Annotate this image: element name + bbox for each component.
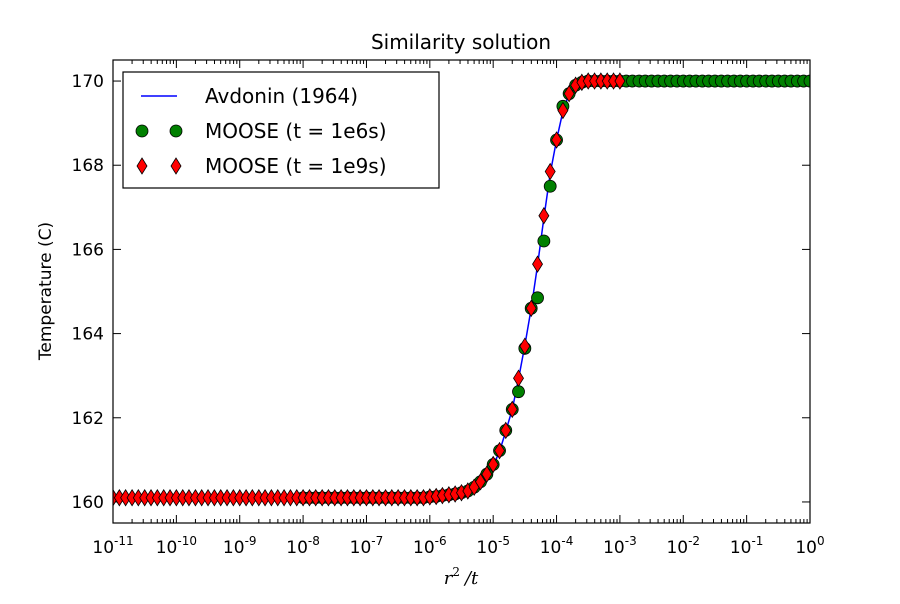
- x-tick-exponent: -2: [688, 534, 700, 548]
- legend-circle-icon: [169, 124, 183, 138]
- x-tick-label: 10-2: [666, 534, 700, 558]
- data-point-moose-1e6: [803, 74, 810, 88]
- plot-area: [113, 72, 810, 507]
- x-tick-exponent: -7: [371, 534, 383, 548]
- x-tick-label: 10-9: [223, 534, 257, 558]
- data-point-moose-1e9: [519, 337, 531, 355]
- x-tick-base: 10: [413, 538, 435, 558]
- y-axis-label: Temperature (C): [36, 222, 56, 361]
- x-tick-label: 10-11: [92, 534, 133, 558]
- data-point-moose-1e9: [532, 255, 543, 273]
- x-tick-base: 10: [156, 538, 178, 558]
- y-tick-label: 162: [72, 409, 104, 429]
- data-point-moose-1e9: [481, 465, 493, 483]
- data-point-moose-1e9: [487, 455, 499, 474]
- data-point-moose-1e6: [512, 385, 525, 399]
- x-tick-exponent: -1: [751, 534, 763, 548]
- data-point-moose-1e9: [551, 131, 563, 149]
- y-tick-label: 160: [72, 493, 104, 513]
- data-point-moose-1e9: [494, 441, 506, 460]
- x-tick-base: 10: [223, 538, 245, 558]
- x-tick-label: 10-4: [540, 534, 574, 558]
- x-tick-exponent: -6: [435, 534, 447, 548]
- legend: Avdonin (1964) MOOSE (t = 1e6s) MOOSE (t…: [122, 71, 440, 189]
- data-point-moose-1e9: [525, 299, 537, 318]
- x-label-sup: 2: [452, 565, 460, 579]
- x-tick-label: 10-3: [603, 534, 637, 558]
- axes-frame: [112, 59, 811, 524]
- legend-circle-icon: [135, 124, 149, 138]
- x-tick-exponent: -4: [561, 534, 573, 548]
- x-tick-label: 100: [795, 534, 824, 558]
- x-tick-exponent: 0: [817, 534, 825, 548]
- x-tick-label: 10-10: [156, 534, 197, 558]
- y-tick-label: 168: [72, 156, 104, 176]
- x-tick-base: 10: [795, 538, 817, 558]
- data-point-moose-1e6: [531, 291, 544, 305]
- x-label-rest: /t: [463, 568, 479, 589]
- y-tick-label: 164: [72, 325, 104, 345]
- x-tick-label: 10-7: [350, 534, 384, 558]
- x-tick-label: 10-5: [476, 534, 510, 558]
- data-point-moose-1e9: [500, 421, 512, 440]
- x-tick-label: 10-1: [730, 534, 764, 558]
- data-point-moose-1e9: [506, 400, 518, 419]
- x-tick-label: 10-8: [286, 534, 320, 558]
- x-label-r: r: [444, 568, 454, 589]
- x-axis-label: r2/t: [444, 565, 479, 589]
- x-tick-base: 10: [92, 538, 114, 558]
- legend-diamond-icon: [170, 157, 182, 175]
- legend-label-avdonin: Avdonin (1964): [205, 84, 358, 108]
- x-tick-base: 10: [730, 538, 752, 558]
- legend-label-moose-1e9: MOOSE (t = 1e9s): [205, 154, 387, 178]
- x-tick-exponent: -8: [308, 534, 320, 548]
- x-tick-base: 10: [476, 538, 498, 558]
- y-tick-label: 166: [72, 240, 104, 260]
- data-point-moose-1e6: [537, 234, 551, 248]
- x-tick-base: 10: [540, 538, 562, 558]
- x-tick-exponent: -3: [625, 534, 637, 548]
- chart-title: Similarity solution: [371, 30, 551, 54]
- data-point-moose-1e9: [475, 472, 486, 491]
- data-point-moose-1e9: [614, 72, 626, 90]
- y-tick-label: 170: [72, 72, 104, 92]
- axis-ticks: 10-11 10-10 10-9 10-8 10-7 10-6 10-5 10-4 10-3 10…: [72, 60, 825, 558]
- x-tick-base: 10: [350, 538, 372, 558]
- data-point-moose-1e9: [557, 101, 569, 120]
- x-tick-exponent: -10: [177, 534, 197, 548]
- x-tick-base: 10: [666, 538, 688, 558]
- x-tick-base: 10: [603, 538, 625, 558]
- legend-diamond-icon: [136, 157, 148, 175]
- data-point-moose-1e9: [513, 369, 524, 387]
- data-point-moose-1e9: [563, 84, 575, 103]
- data-point-moose-1e9: [538, 206, 550, 225]
- x-tick-exponent: -9: [245, 534, 257, 548]
- x-tick-exponent: -5: [498, 534, 510, 548]
- x-tick-exponent: -11: [114, 534, 134, 548]
- data-point-moose-1e9: [544, 162, 556, 181]
- x-tick-label: 10-6: [413, 534, 447, 558]
- x-tick-base: 10: [286, 538, 308, 558]
- legend-label-moose-1e6: MOOSE (t = 1e6s): [205, 119, 387, 143]
- data-point-moose-1e6: [543, 179, 557, 193]
